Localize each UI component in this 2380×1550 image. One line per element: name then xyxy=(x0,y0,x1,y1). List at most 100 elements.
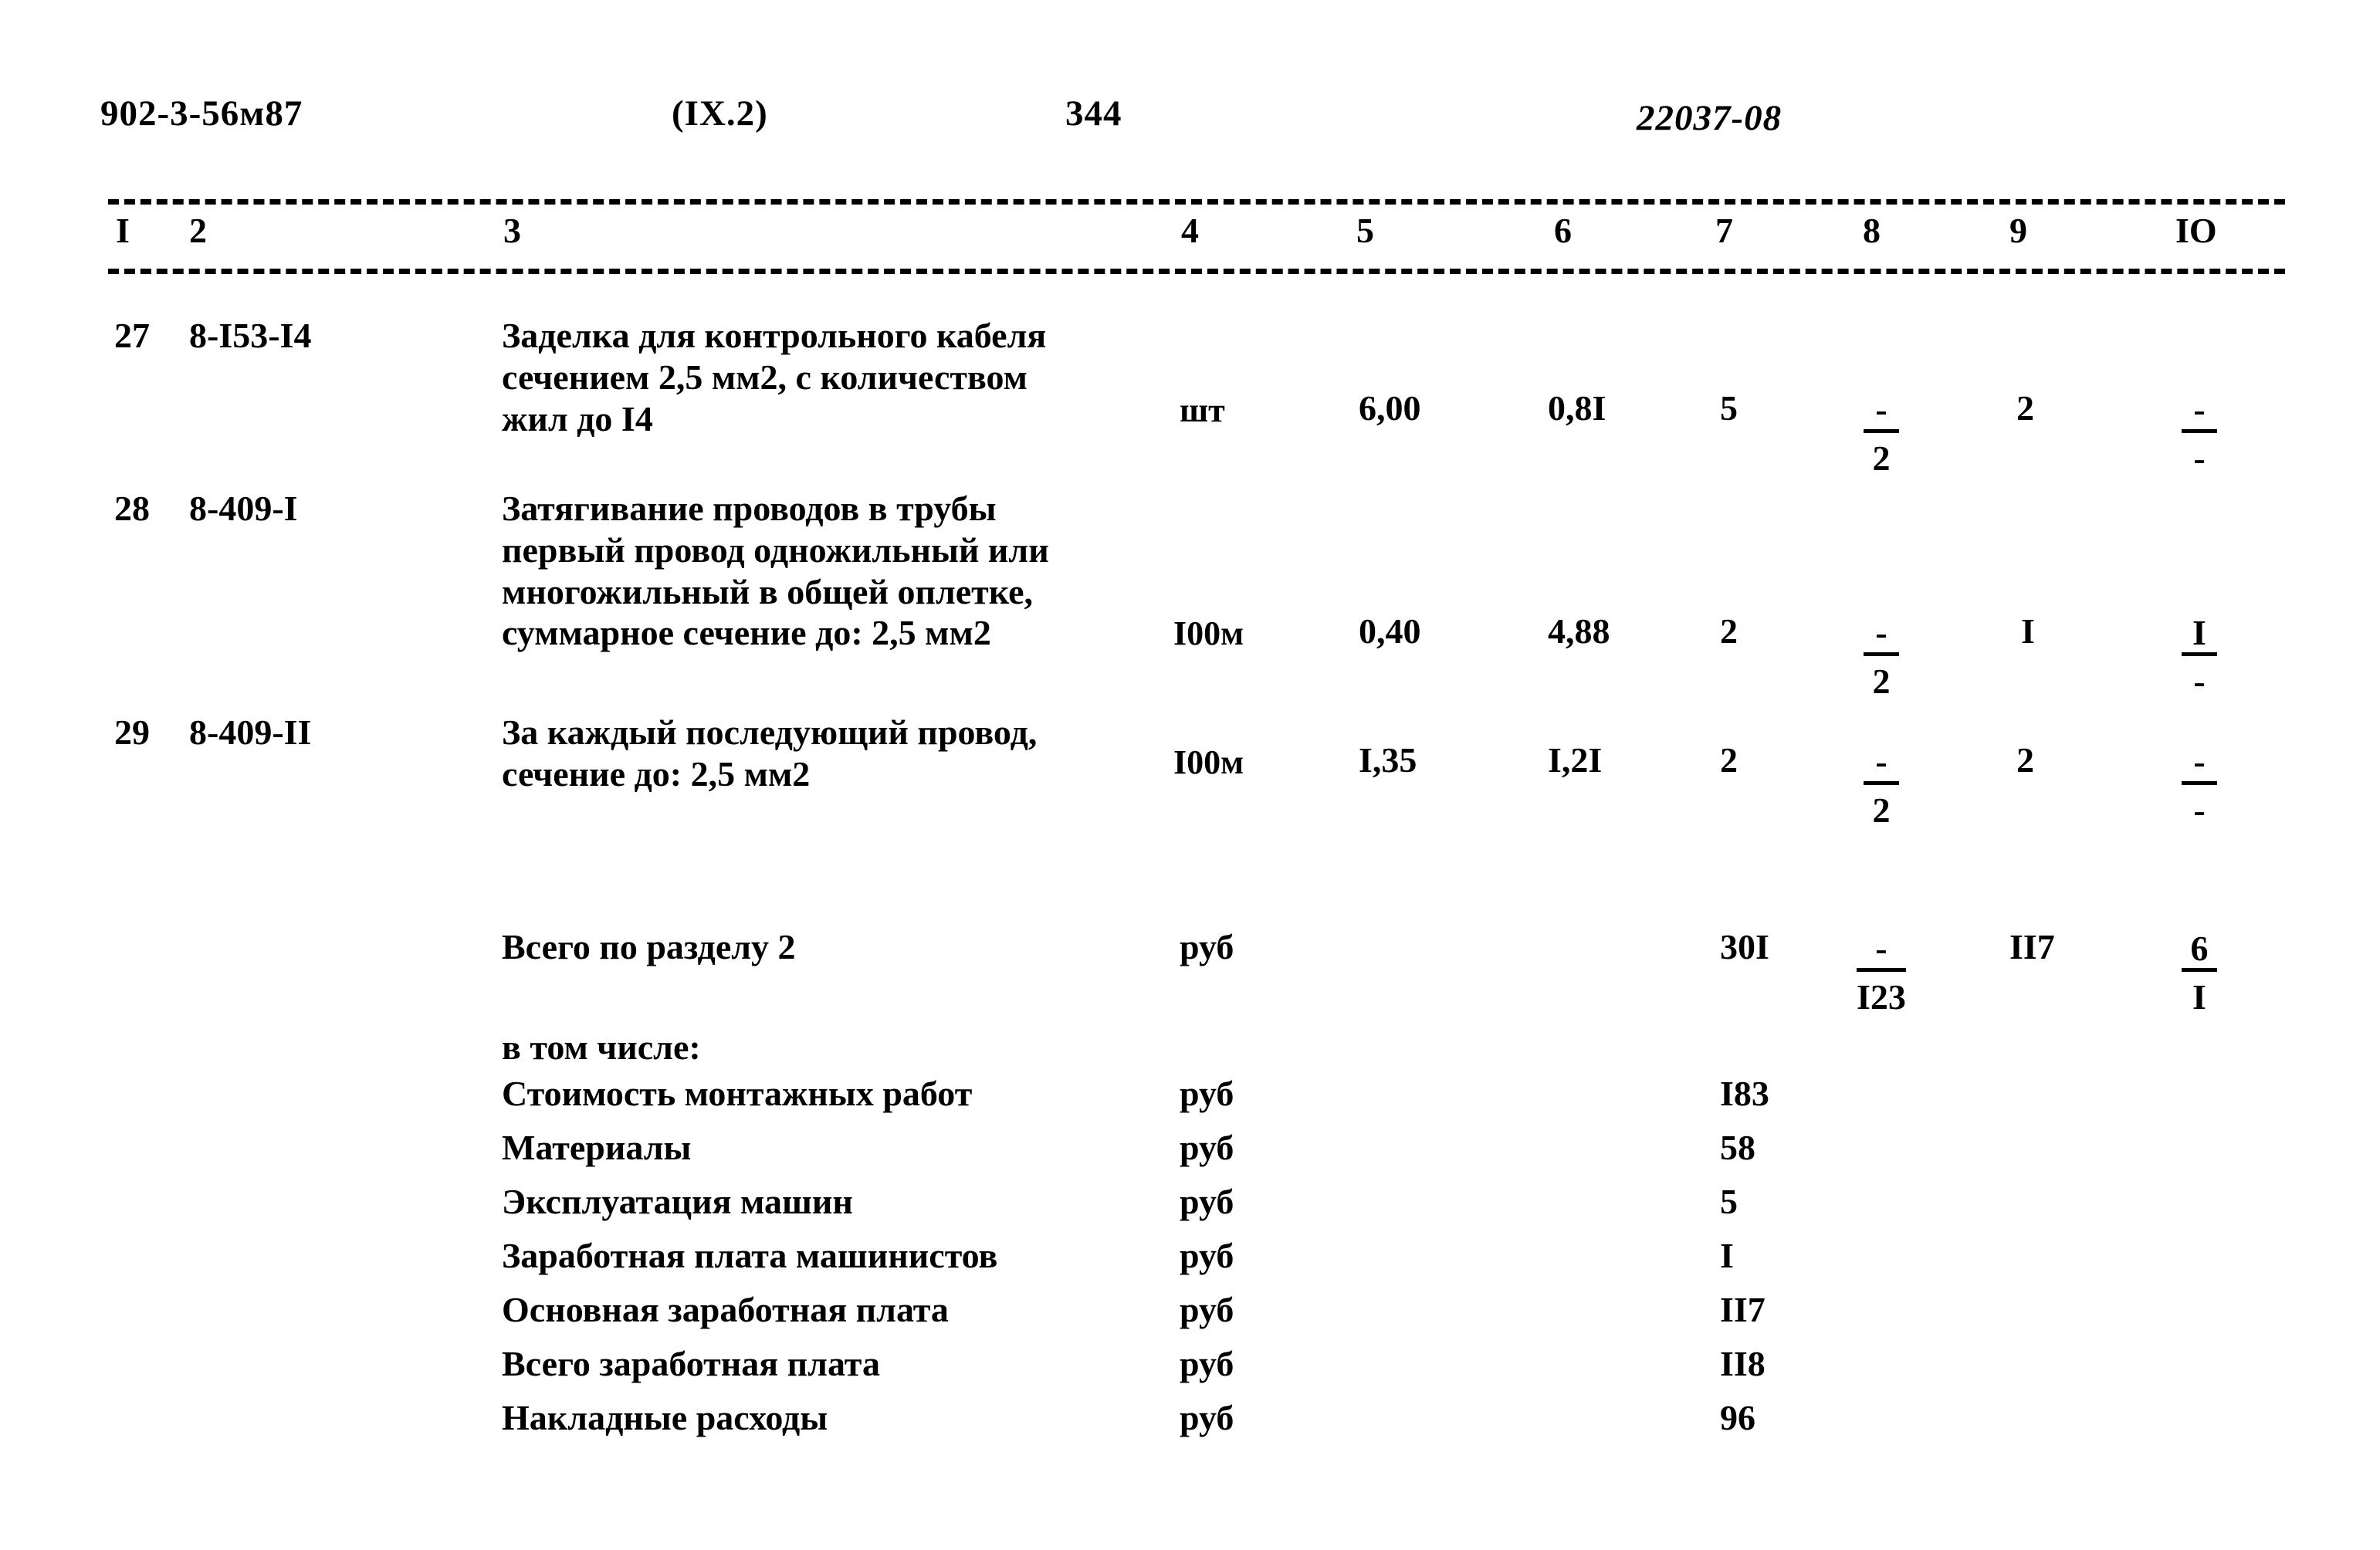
page-number: 344 xyxy=(1065,93,1122,134)
row-value-9: 2 xyxy=(2016,388,2034,428)
table-column-numbers: I 2 3 4 5 6 7 8 9 IO xyxy=(0,210,2380,264)
breakdown-row: Основная заработная плата руб II7 xyxy=(0,1289,2380,1343)
total-value-7: 30I xyxy=(1720,927,1769,966)
breakdown-value: I83 xyxy=(1720,1074,1769,1113)
fraction-numerator: - xyxy=(1864,744,1899,785)
row-value-7: 2 xyxy=(1720,740,1738,780)
fraction-denominator: - xyxy=(2193,662,2206,701)
column-number-7: 7 xyxy=(1715,211,1733,250)
document-code: 902-3-56м87 xyxy=(100,93,303,134)
breakdown-unit: руб xyxy=(1180,1290,1234,1329)
row-value-5: I,35 xyxy=(1359,740,1417,780)
column-number-1: I xyxy=(116,211,130,250)
breakdown-heading-row: в том числе: xyxy=(0,1027,2380,1073)
row-code: 8-409-I xyxy=(189,489,298,528)
table-row: 27 8-I53-I4 Заделка для контрольного каб… xyxy=(0,293,2380,476)
total-value-9: II7 xyxy=(2009,927,2055,966)
breakdown-value: II7 xyxy=(1720,1290,1766,1329)
row-value-10-fraction: - - xyxy=(2182,392,2217,476)
breakdown-row: Накладные расходы руб 96 xyxy=(0,1397,2380,1451)
row-value-6: 0,8I xyxy=(1548,388,1606,428)
table-rule-top xyxy=(108,199,2285,205)
column-number-6: 6 xyxy=(1554,211,1572,250)
row-unit: I00м xyxy=(1173,743,1244,781)
breakdown-value: 58 xyxy=(1720,1128,1755,1167)
breakdown-unit: руб xyxy=(1180,1128,1234,1167)
breakdown-unit: руб xyxy=(1180,1344,1234,1383)
breakdown-row: Эксплуатация машин руб 5 xyxy=(0,1181,2380,1235)
breakdown-row: Всего заработная плата руб II8 xyxy=(0,1343,2380,1397)
breakdown-label: Накладные расходы xyxy=(502,1398,828,1437)
row-value-7: 2 xyxy=(1720,611,1738,651)
breakdown-unit: руб xyxy=(1180,1398,1234,1437)
row-value-9: 2 xyxy=(2016,740,2034,780)
fraction-denominator: 2 xyxy=(1872,662,1891,701)
row-value-7: 5 xyxy=(1720,388,1738,428)
breakdown-value: 96 xyxy=(1720,1398,1755,1437)
row-code: 8-I53-I4 xyxy=(189,316,312,355)
row-value-8-fraction: - 2 xyxy=(1864,615,1899,699)
row-value-5: 0,40 xyxy=(1359,611,1421,651)
table-total-row: Всего по разделу 2 руб 30I - I23 II7 6 I xyxy=(0,903,2380,1027)
row-unit: I00м xyxy=(1173,614,1244,652)
row-value-8-fraction: - 2 xyxy=(1864,744,1899,828)
fraction-numerator: I xyxy=(2182,615,2217,656)
fraction-denominator: 2 xyxy=(1872,438,1891,478)
column-number-2: 2 xyxy=(189,211,207,250)
breakdown-heading: в том числе: xyxy=(502,1027,701,1067)
column-number-8: 8 xyxy=(1863,211,1881,250)
total-value-10-fraction: 6 I xyxy=(2182,931,2217,1015)
row-number: 29 xyxy=(114,712,150,752)
total-unit: руб xyxy=(1180,927,1234,966)
breakdown-unit: руб xyxy=(1180,1236,1234,1275)
document-header: 902-3-56м87 (IX.2) 344 22037-08 xyxy=(0,93,2380,147)
breakdown-label: Всего заработная плата xyxy=(502,1344,880,1383)
row-value-6: 4,88 xyxy=(1548,611,1610,651)
total-label: Всего по разделу 2 xyxy=(502,927,796,966)
breakdown-value: II8 xyxy=(1720,1344,1766,1383)
row-value-5: 6,00 xyxy=(1359,388,1421,428)
breakdown-row: Материалы руб 58 xyxy=(0,1127,2380,1181)
breakdown-row: Стоимость монтажных работ руб I83 xyxy=(0,1073,2380,1127)
breakdown-value: 5 xyxy=(1720,1182,1738,1221)
breakdown-unit: руб xyxy=(1180,1074,1234,1113)
row-description: За каждый последующий провод, сечение до… xyxy=(502,712,1038,794)
fraction-denominator: I xyxy=(2192,977,2206,1017)
row-value-10-fraction: I - xyxy=(2182,615,2217,699)
breakdown-row: Заработная плата машинистов руб I xyxy=(0,1235,2380,1289)
document-ref-code: 22037-08 xyxy=(1637,98,1782,138)
breakdown-label: Эксплуатация машин xyxy=(502,1182,853,1221)
column-number-3: 3 xyxy=(503,211,521,250)
fraction-numerator: - xyxy=(1864,392,1899,433)
fraction-denominator: 2 xyxy=(1872,790,1891,830)
row-description: Затягивание проводов в трубы первый пров… xyxy=(502,489,1049,653)
breakdown-unit: руб xyxy=(1180,1182,1234,1221)
row-description: Заделка для контрольного кабеля сечением… xyxy=(502,316,1047,438)
fraction-denominator: - xyxy=(2193,790,2206,830)
fraction-numerator: 6 xyxy=(2182,931,2217,972)
table-row: 29 8-409-II За каждый последующий провод… xyxy=(0,695,2380,903)
breakdown-label: Стоимость монтажных работ xyxy=(502,1074,973,1113)
fraction-denominator: - xyxy=(2193,438,2206,478)
breakdown-label: Заработная плата машинистов xyxy=(502,1236,998,1275)
row-unit: шт xyxy=(1180,391,1225,429)
table-body: 27 8-I53-I4 Заделка для контрольного каб… xyxy=(0,293,2380,1451)
row-value-10-fraction: - - xyxy=(2182,744,2217,828)
breakdown-label: Материалы xyxy=(502,1128,692,1167)
total-value-8-fraction: - I23 xyxy=(1857,931,1906,1015)
row-value-8-fraction: - 2 xyxy=(1864,392,1899,476)
fraction-denominator: I23 xyxy=(1857,977,1906,1017)
column-number-4: 4 xyxy=(1181,211,1199,250)
row-value-9: I xyxy=(2021,611,2035,651)
fraction-numerator: - xyxy=(1857,931,1906,972)
row-value-6: I,2I xyxy=(1548,740,1603,780)
column-number-9: 9 xyxy=(2009,211,2027,250)
column-number-10: IO xyxy=(2175,211,2217,250)
section-label: (IX.2) xyxy=(672,93,768,134)
table-row: 28 8-409-I Затягивание проводов в трубы … xyxy=(0,471,2380,699)
fraction-numerator: - xyxy=(2182,744,2217,785)
breakdown-value: I xyxy=(1720,1236,1734,1275)
row-number: 27 xyxy=(114,316,150,355)
table-rule-bottom xyxy=(108,269,2285,274)
